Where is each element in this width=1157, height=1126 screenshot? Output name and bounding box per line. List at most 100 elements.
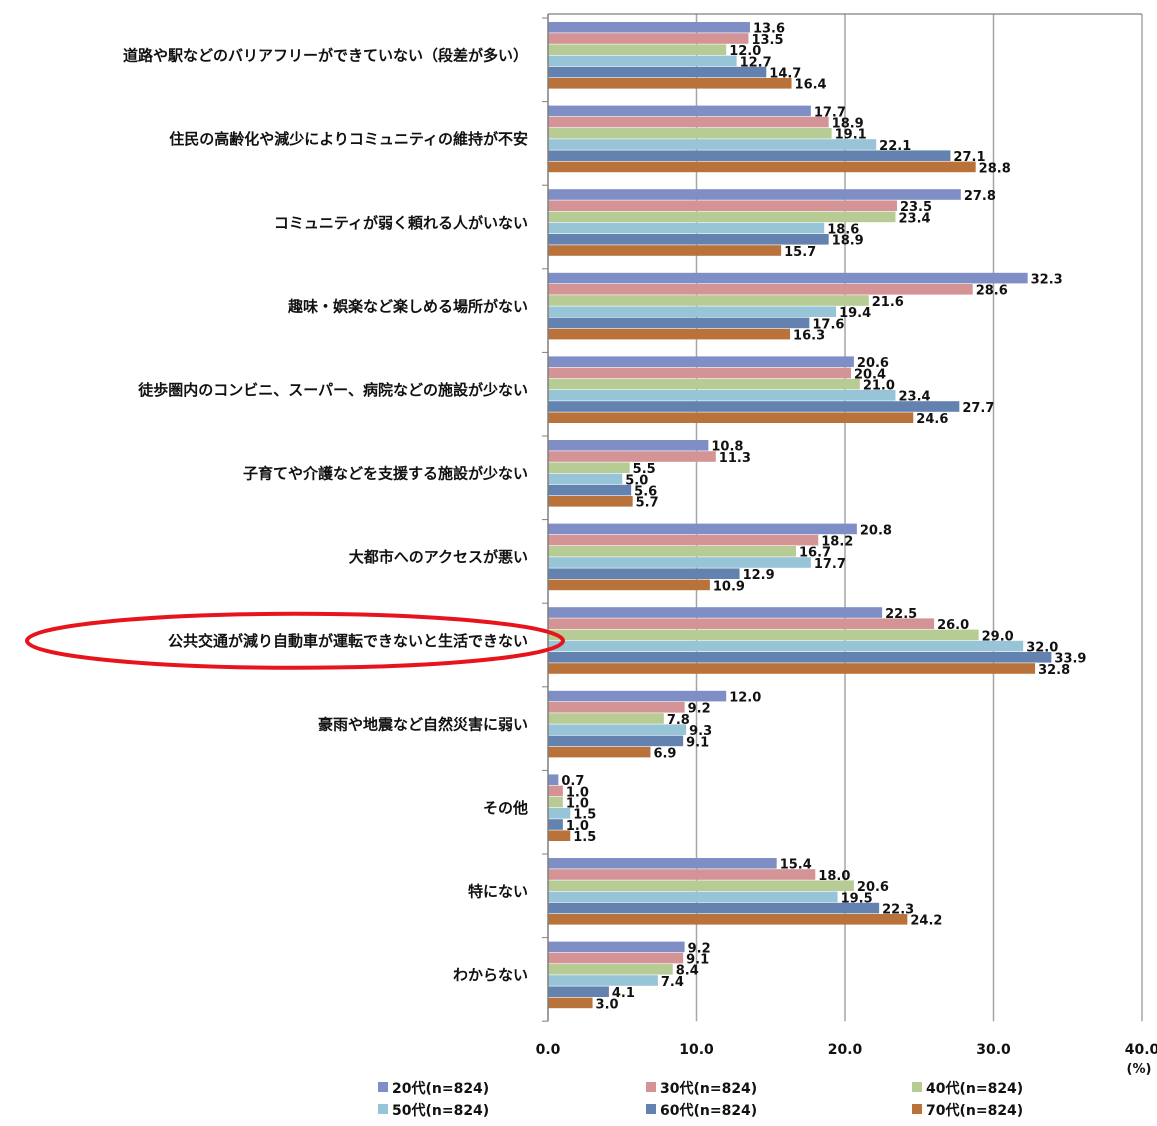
bar bbox=[548, 451, 716, 462]
data-label: 9.1 bbox=[686, 735, 709, 750]
bar bbox=[548, 830, 571, 841]
category-label: その他 bbox=[483, 799, 528, 817]
bar bbox=[548, 55, 737, 67]
x-tick-label: 0.0 bbox=[536, 1042, 561, 1058]
bar bbox=[548, 952, 684, 964]
data-label: 23.4 bbox=[898, 211, 930, 226]
category-label: 道路や駅などのバリアフリーができていない（段差が多い） bbox=[123, 47, 528, 65]
legend-label: 60代(n=824) bbox=[660, 1102, 757, 1119]
bar bbox=[548, 869, 816, 880]
data-label: 5.6 bbox=[634, 485, 657, 500]
data-label: 7.4 bbox=[661, 975, 684, 990]
data-label: 20.6 bbox=[857, 880, 889, 895]
data-label: 19.4 bbox=[839, 306, 871, 321]
data-label: 18.9 bbox=[832, 117, 864, 132]
data-label: 20.4 bbox=[854, 367, 886, 382]
data-label: 24.6 bbox=[916, 412, 948, 427]
data-label: 12.0 bbox=[729, 691, 761, 706]
category-label: わからない bbox=[453, 966, 528, 984]
data-label: 20.8 bbox=[860, 523, 892, 538]
category-label: 徒歩圏内のコンビニ、スーパー、病院などの施設が少ない bbox=[137, 381, 528, 399]
data-label: 27.8 bbox=[964, 189, 996, 204]
data-label: 18.9 bbox=[832, 234, 864, 249]
bar bbox=[548, 356, 854, 367]
data-label: 29.0 bbox=[982, 629, 1014, 644]
data-label: 1.0 bbox=[566, 785, 589, 800]
bar bbox=[548, 746, 651, 758]
bar bbox=[548, 735, 684, 747]
bar bbox=[548, 618, 935, 629]
bar bbox=[548, 284, 973, 295]
bar bbox=[548, 640, 1024, 652]
bar bbox=[548, 150, 951, 161]
category-label: 公共交通が減り自動車が運転できないと生活できない bbox=[168, 632, 528, 650]
x-tick-label: 20.0 bbox=[828, 1042, 863, 1058]
data-label: 1.5 bbox=[573, 808, 596, 823]
category-label: 特にない bbox=[468, 883, 528, 901]
bar bbox=[548, 785, 563, 797]
data-label: 15.4 bbox=[780, 858, 812, 873]
data-label: 32.0 bbox=[1026, 641, 1058, 656]
data-label: 21.0 bbox=[863, 379, 895, 394]
bar bbox=[548, 484, 632, 496]
bar bbox=[548, 997, 593, 1009]
bar bbox=[548, 652, 1052, 663]
bar bbox=[548, 702, 685, 713]
data-label: 22.3 bbox=[882, 903, 914, 918]
bar bbox=[548, 78, 792, 89]
category-label: 豪雨や地震など自然災害に弱い bbox=[318, 715, 528, 733]
data-label: 4.1 bbox=[612, 986, 635, 1001]
data-label: 10.8 bbox=[711, 440, 743, 455]
legend-label: 40代(n=824) bbox=[926, 1080, 1023, 1097]
bar bbox=[548, 161, 976, 173]
bar bbox=[548, 819, 563, 830]
data-label: 11.3 bbox=[719, 451, 751, 466]
bar bbox=[548, 33, 749, 44]
data-label: 19.5 bbox=[841, 891, 873, 906]
bar bbox=[548, 690, 727, 702]
x-tick-label: 40.0 bbox=[1125, 1042, 1157, 1058]
bar bbox=[548, 272, 1028, 284]
bar bbox=[548, 546, 796, 557]
data-label: 28.6 bbox=[976, 284, 1008, 299]
bar bbox=[548, 473, 623, 485]
data-label: 33.9 bbox=[1054, 652, 1086, 667]
data-label: 7.8 bbox=[667, 713, 690, 728]
legend-swatch bbox=[378, 1082, 388, 1092]
data-label: 17.7 bbox=[814, 557, 846, 572]
bar bbox=[548, 663, 1036, 674]
bar bbox=[548, 412, 914, 423]
bar bbox=[548, 222, 825, 234]
bar bbox=[548, 607, 883, 618]
bar bbox=[548, 808, 571, 819]
data-label: 14.7 bbox=[769, 67, 801, 82]
bar bbox=[548, 328, 791, 340]
bar bbox=[548, 234, 829, 245]
data-label: 12.9 bbox=[743, 568, 775, 583]
bar bbox=[548, 440, 709, 451]
bar bbox=[548, 975, 658, 986]
data-label: 13.6 bbox=[753, 22, 785, 37]
data-label: 9.1 bbox=[686, 953, 709, 968]
data-label: 15.7 bbox=[784, 245, 816, 260]
data-label: 8.4 bbox=[676, 964, 699, 979]
data-label: 13.5 bbox=[751, 33, 783, 48]
data-label: 18.2 bbox=[821, 535, 853, 550]
bar bbox=[548, 579, 710, 591]
legend-label: 30代(n=824) bbox=[660, 1080, 757, 1097]
legend-swatch bbox=[912, 1104, 922, 1114]
category-label: 子育てや介護などを支援する施設が少ない bbox=[243, 465, 528, 483]
data-label: 32.8 bbox=[1038, 663, 1070, 678]
data-label: 6.9 bbox=[653, 747, 676, 762]
bar bbox=[548, 317, 810, 329]
bar bbox=[548, 941, 685, 953]
bar bbox=[548, 245, 782, 256]
data-label: 0.7 bbox=[561, 774, 584, 789]
data-label: 9.2 bbox=[688, 941, 711, 956]
bar bbox=[548, 306, 837, 317]
bar bbox=[548, 44, 727, 55]
data-label: 26.0 bbox=[937, 618, 969, 633]
data-label: 23.4 bbox=[898, 390, 930, 405]
legend-swatch bbox=[912, 1082, 922, 1092]
bar bbox=[548, 523, 857, 535]
